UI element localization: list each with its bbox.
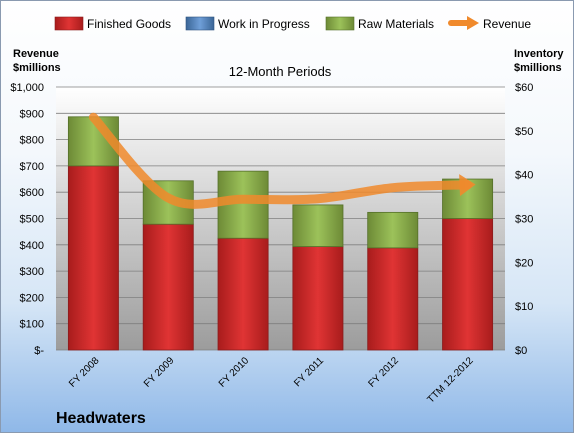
left-axis-ticks: $- $100 $200 $300 $400 $500 $600 $700 $800 $900 $1… [10,82,44,357]
category-label: FY 2008 [67,355,102,390]
chart-title: 12-Month Periods [229,64,332,79]
category-label: FY 2009 [142,355,177,390]
left-tick-label: $500 [20,214,44,226]
legend-label-work-in-progress: Work in Progress [218,17,310,31]
legend-arrow-revenue [467,16,479,30]
bar-finished-goods [442,218,494,351]
legend-label-revenue: Revenue [483,17,531,31]
right-axis-ticks: $0 $10 $20 $30 $40 $50 $60 [515,82,533,357]
category-label: FY 2010 [217,355,252,390]
left-tick-label: $900 [20,108,44,120]
legend: Finished Goods Work in Progress Raw Mate… [54,16,531,31]
bar-finished-goods [367,247,419,351]
left-tick-label: $200 [20,292,44,304]
left-tick-label: $400 [20,240,44,252]
category-label: TTM 12-2012 [425,355,476,406]
right-tick-label: $0 [515,345,527,357]
bar-finished-goods [292,246,344,351]
revenue-arrowhead [459,174,476,197]
legend-item-raw-materials: Raw Materials [325,16,434,31]
bar-finished-goods [217,237,269,351]
bar-finished-goods [142,223,194,351]
right-tick-label: $50 [515,126,533,138]
legend-label-finished-goods: Finished Goods [87,17,171,31]
left-tick-label: $300 [20,266,44,278]
left-tick-label: $700 [20,161,44,173]
category-label: FY 2012 [366,355,401,390]
left-axis-title-line1: Revenue [13,48,59,60]
legend-item-revenue: Revenue [448,16,531,31]
left-tick-label: $1,000 [10,82,44,94]
right-tick-label: $20 [515,257,533,269]
right-tick-label: $30 [515,214,533,226]
category-labels: FY 2008 FY 2009 FY 2010 FY 2011 FY 2012 TTM 1… [67,355,476,406]
left-axis-title-line2: $millions [13,62,61,74]
company-name: Headwaters [56,410,146,427]
bar-finished-goods [67,165,119,351]
legend-swatch-raw-materials [325,16,355,31]
legend-swatch-finished-goods [54,16,84,31]
bar-raw-materials [367,211,419,249]
legend-item-finished-goods: Finished Goods [54,16,171,31]
right-tick-label: $10 [515,301,533,313]
revenue-line-layer [88,112,476,209]
revenue-line [88,112,473,209]
legend-item-work-in-progress: Work in Progress [185,16,310,31]
category-label: FY 2011 [292,355,326,389]
right-tick-label: $40 [515,170,533,182]
left-tick-label: $100 [20,319,44,331]
left-tick-label: $600 [20,187,44,199]
legend-swatch-work-in-progress [185,16,215,31]
bar-raw-materials [292,204,344,247]
right-axis-title-line1: Inventory [514,48,564,60]
legend-label-raw-materials: Raw Materials [358,17,434,31]
right-axis-title-line2: $millions [514,62,562,74]
right-tick-label: $60 [515,82,533,94]
left-tick-label: $800 [20,135,44,147]
left-tick-label: $- [34,345,44,357]
